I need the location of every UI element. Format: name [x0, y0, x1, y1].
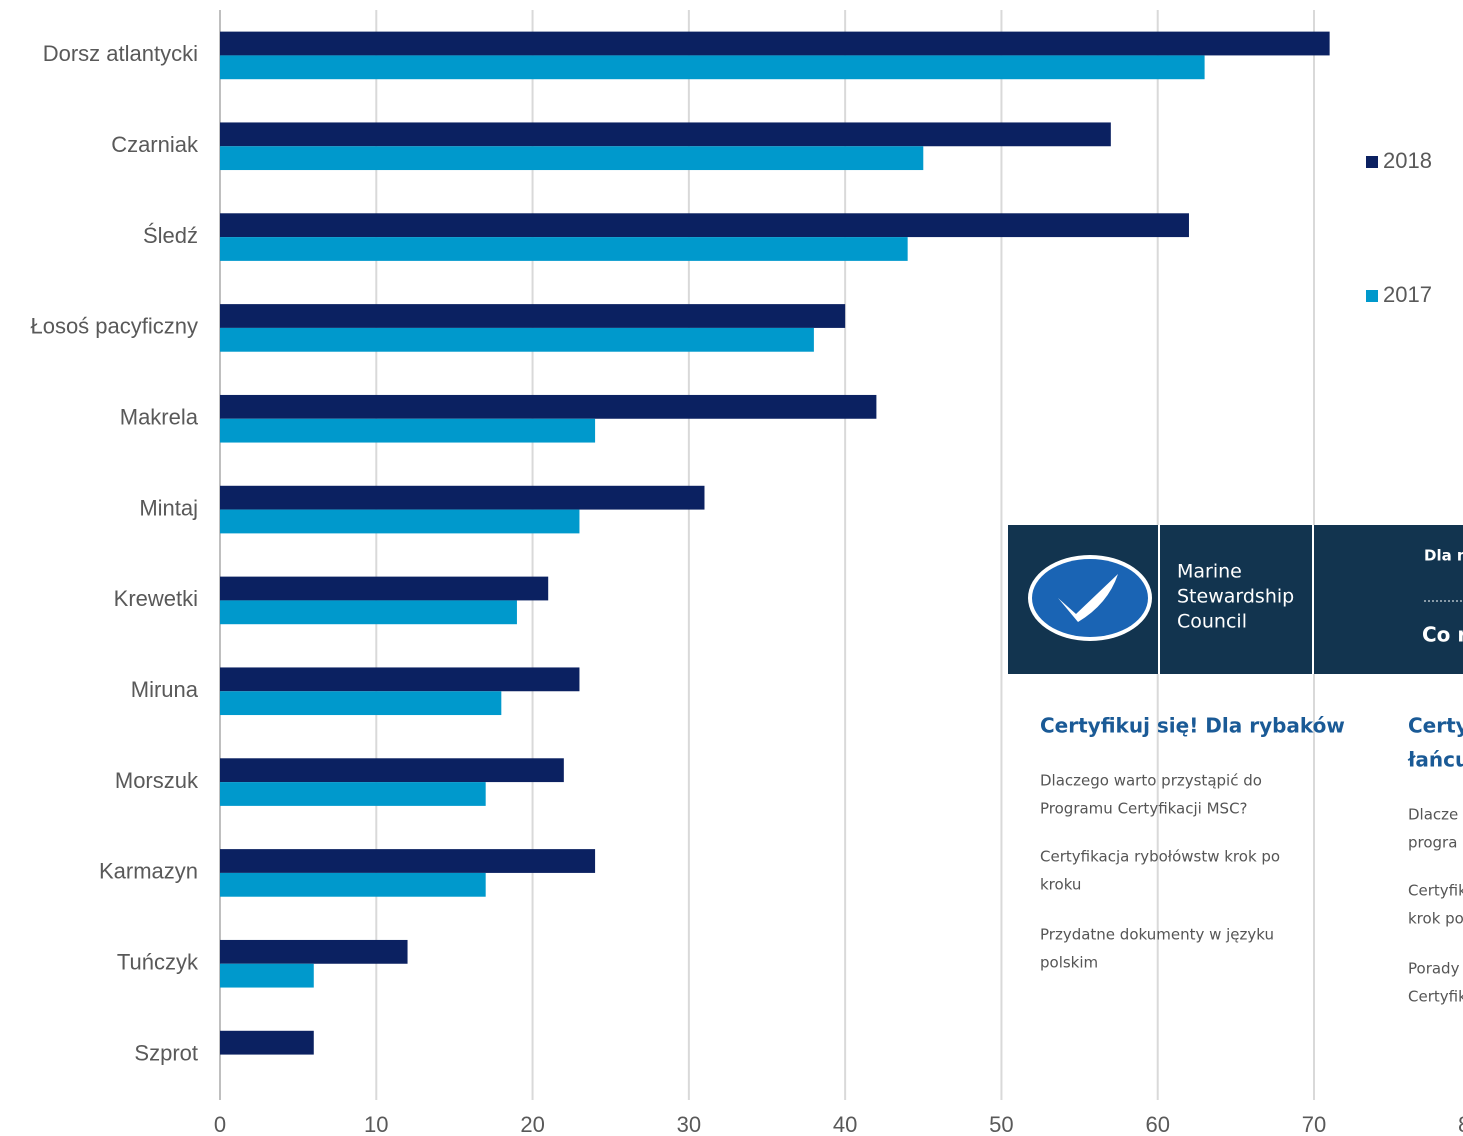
link-text: kroku: [1040, 876, 1081, 894]
column-heading: łańcu: [1407, 748, 1463, 772]
y-tick-label: Tuńczyk: [117, 950, 199, 975]
bar: [220, 237, 908, 261]
bar: [220, 510, 579, 534]
bar: [220, 940, 408, 964]
link-text: Przydatne dokumenty w języku: [1040, 926, 1274, 944]
column-heading: Certyfikuj się! Dla rybaków: [1040, 714, 1345, 738]
brand-text: Council: [1177, 611, 1247, 633]
y-tick-label: Morszuk: [115, 768, 199, 793]
legend-label: 2017: [1383, 282, 1432, 307]
x-tick-label: 80: [1458, 1112, 1463, 1136]
bar: [220, 486, 704, 510]
x-tick-label: 60: [1145, 1112, 1169, 1136]
link-text: Certyfik: [1408, 988, 1463, 1006]
bar: [220, 782, 486, 806]
bar: [220, 849, 595, 873]
bar: [220, 328, 814, 352]
bar: [220, 146, 923, 170]
website-overlay: Marine Stewardship Council Dla m Co r Certyfi…: [1008, 525, 1463, 1006]
chart: 0 10 20 30 40 50 60 70 80 Dorsz atlantycki Czarnia…: [0, 0, 1463, 1136]
x-tick-label: 50: [989, 1112, 1013, 1136]
bar: [220, 964, 314, 988]
bar: [220, 1031, 314, 1055]
bar: [220, 122, 1111, 146]
bar: [220, 32, 1330, 56]
bar: [220, 691, 501, 715]
legend-swatch: [1366, 156, 1378, 168]
legend-label: 2018: [1383, 148, 1432, 173]
link-text: Certyfikacja rybołówstw krok po: [1040, 848, 1280, 866]
link-text: Dlacze: [1408, 806, 1458, 824]
x-tick-label: 0: [214, 1112, 226, 1136]
brand-text: Stewardship: [1177, 586, 1294, 608]
y-tick-label: Miruna: [131, 677, 199, 702]
y-tick-label: Krewetki: [114, 586, 198, 611]
bar: [220, 55, 1205, 79]
link-text: polskim: [1040, 954, 1098, 972]
x-tick-label: 10: [364, 1112, 388, 1136]
logo: [1032, 559, 1148, 637]
y-tick-label: Czarniak: [111, 132, 199, 157]
y-tick-label: Śledź: [143, 223, 198, 248]
bar: [220, 419, 595, 443]
x-tick-label: 20: [520, 1112, 544, 1136]
bar: [220, 600, 517, 624]
x-tick-label: 70: [1302, 1112, 1326, 1136]
bar: [220, 213, 1189, 237]
bar: [220, 873, 486, 897]
nav-text: Co r: [1422, 623, 1463, 647]
x-tick-label: 40: [833, 1112, 857, 1136]
legend-swatch: [1366, 290, 1378, 302]
y-tick-label: Szprot: [134, 1040, 198, 1065]
link-text: Porady: [1408, 960, 1460, 978]
y-tick-label: Karmazyn: [99, 859, 198, 884]
bar: [220, 395, 876, 419]
bar: [220, 758, 564, 782]
link-text: progra: [1408, 834, 1457, 852]
bar: [220, 304, 845, 328]
bar: [220, 667, 579, 691]
y-tick-label: Makrela: [120, 405, 199, 430]
link-text: krok po: [1408, 910, 1463, 928]
brand-text: Marine: [1177, 561, 1242, 583]
column-heading: Certyf: [1408, 714, 1463, 738]
x-tick-label: 30: [677, 1112, 701, 1136]
link-text: Dlaczego warto przystąpić do: [1040, 772, 1262, 790]
nav-text: Dla m: [1424, 547, 1463, 565]
link-text: Programu Certyfikacji MSC?: [1040, 800, 1248, 818]
y-tick-label: Mintaj: [139, 495, 198, 520]
y-tick-label: Dorsz atlantycki: [43, 41, 198, 66]
bar: [220, 577, 548, 601]
y-tick-label: Łosoś pacyficzny: [30, 314, 198, 339]
link-text: Certyfik: [1408, 882, 1463, 900]
